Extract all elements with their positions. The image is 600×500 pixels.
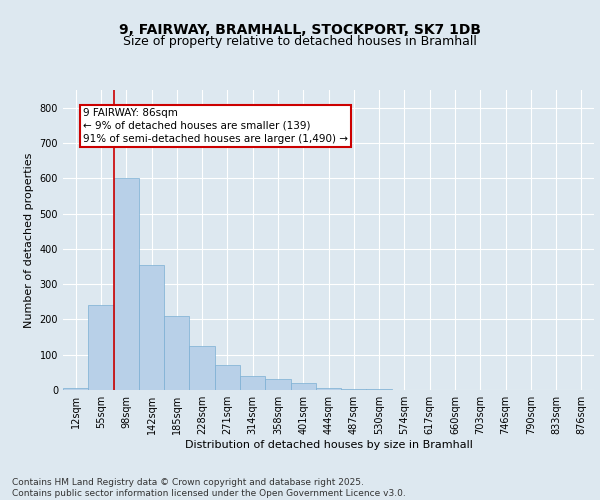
X-axis label: Distribution of detached houses by size in Bramhall: Distribution of detached houses by size … — [185, 440, 472, 450]
Bar — [164, 316, 190, 390]
Y-axis label: Number of detached properties: Number of detached properties — [24, 152, 34, 328]
Bar — [215, 366, 240, 390]
Bar — [63, 388, 88, 390]
Text: Size of property relative to detached houses in Bramhall: Size of property relative to detached ho… — [123, 35, 477, 48]
Bar — [139, 264, 164, 390]
Text: 9 FAIRWAY: 86sqm
← 9% of detached houses are smaller (139)
91% of semi-detached : 9 FAIRWAY: 86sqm ← 9% of detached houses… — [83, 108, 348, 144]
Bar — [240, 376, 265, 390]
Bar — [88, 306, 113, 390]
Text: 9, FAIRWAY, BRAMHALL, STOCKPORT, SK7 1DB: 9, FAIRWAY, BRAMHALL, STOCKPORT, SK7 1DB — [119, 22, 481, 36]
Bar — [113, 178, 139, 390]
Bar — [316, 388, 341, 390]
Bar — [290, 383, 316, 390]
Bar — [341, 389, 367, 390]
Text: Contains HM Land Registry data © Crown copyright and database right 2025.
Contai: Contains HM Land Registry data © Crown c… — [12, 478, 406, 498]
Bar — [367, 389, 392, 390]
Bar — [265, 380, 290, 390]
Bar — [190, 346, 215, 390]
